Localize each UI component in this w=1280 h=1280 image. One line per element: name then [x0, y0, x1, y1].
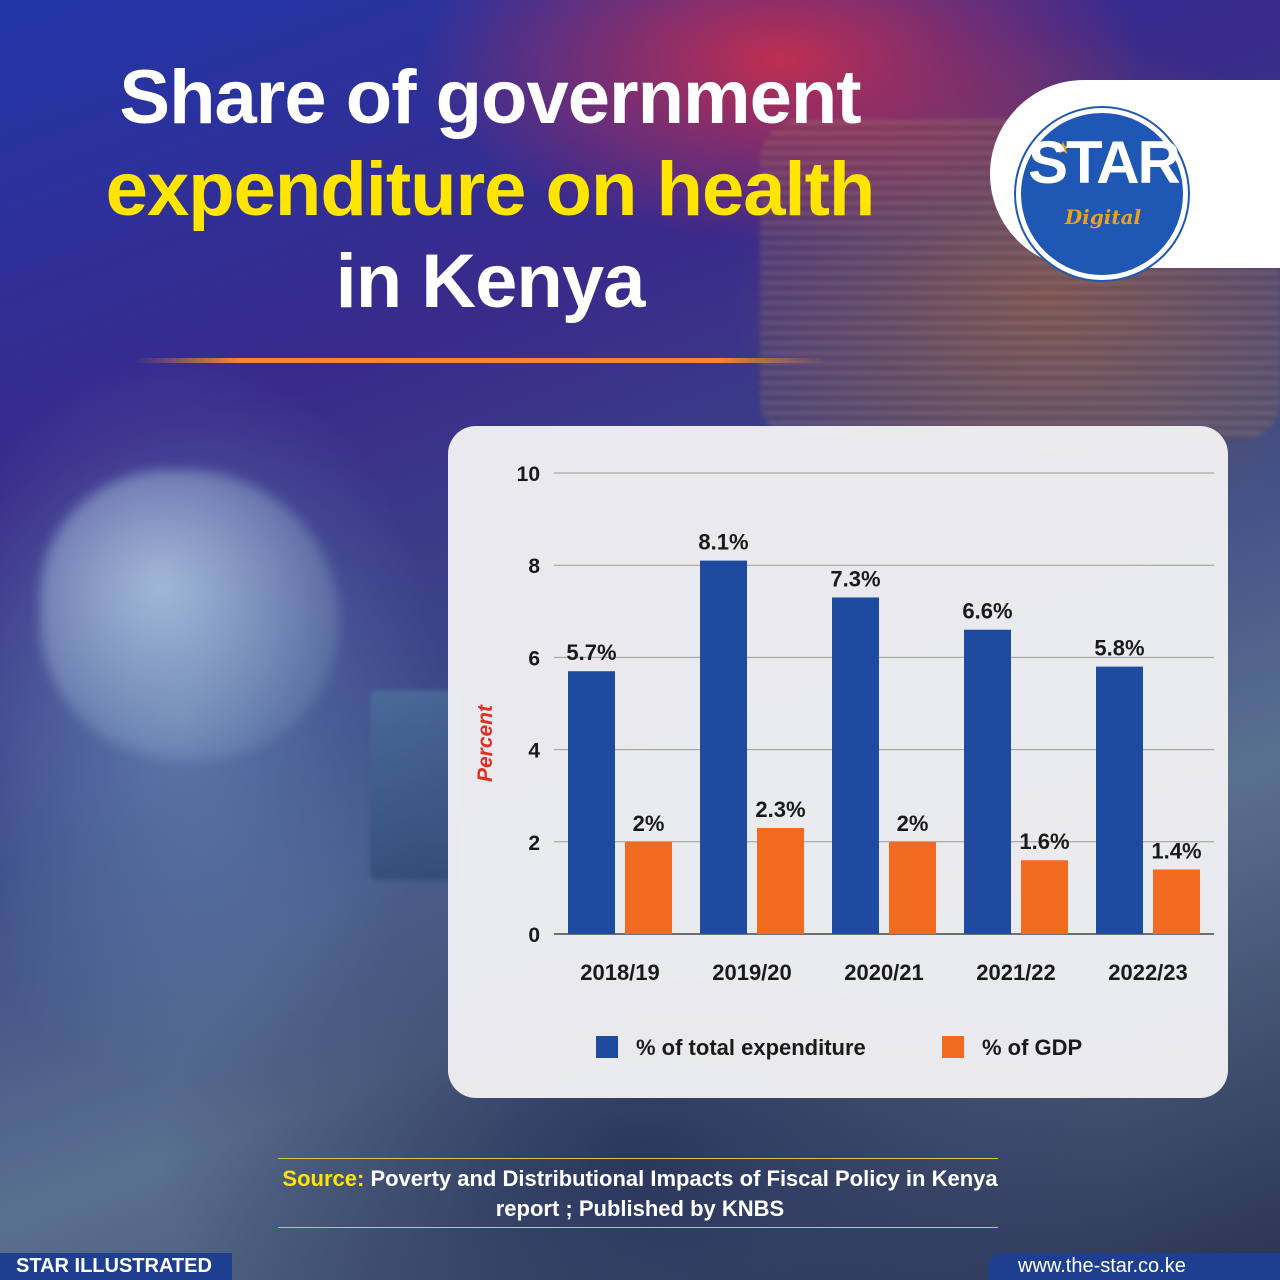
bar-chart: 0 2 4 6 8 10 Percent 5.7% 2% 2018/19 8.1% 2.3% 2019/… — [474, 463, 1214, 1060]
surgeon-mask-image — [40, 470, 340, 760]
source-text: Poverty and Distributional Impacts of Fi… — [370, 1166, 998, 1221]
source-divider-top — [278, 1158, 998, 1159]
bar — [1153, 869, 1200, 934]
source-note: Source: Poverty and Distributional Impac… — [250, 1164, 1030, 1224]
star-logo — [1016, 108, 1188, 280]
source-label: Source: — [282, 1166, 365, 1191]
footer-credit: STAR ILLUSTRATED — [0, 1253, 232, 1280]
y-tick-label: 8 — [528, 555, 540, 578]
bar — [889, 841, 936, 934]
legend-swatch — [942, 1036, 964, 1058]
data-label: 8.1% — [698, 530, 748, 555]
star-icon: ★ — [1055, 138, 1072, 158]
data-label: 1.6% — [1019, 829, 1069, 854]
data-label: 7.3% — [830, 566, 880, 591]
data-label: 2% — [633, 811, 665, 836]
title-divider — [135, 358, 825, 363]
y-tick-label: 0 — [528, 924, 540, 947]
page-title: Share of government expenditure on healt… — [40, 52, 940, 328]
bar — [832, 597, 879, 934]
data-label: 5.8% — [1094, 636, 1144, 661]
title-line-1: Share of government — [119, 55, 861, 140]
data-label: 2.3% — [755, 797, 805, 822]
bar — [1096, 666, 1143, 934]
x-tick-label: 2019/20 — [712, 960, 792, 985]
y-tick-label: 6 — [528, 647, 540, 670]
footer-website-link[interactable]: www.the-star.co.ke — [988, 1253, 1280, 1280]
legend-label: % of GDP — [982, 1035, 1082, 1060]
source-divider-bottom — [278, 1227, 998, 1228]
bar — [568, 671, 615, 934]
data-label: 6.6% — [962, 599, 1012, 624]
logo-subtitle: Digital — [1064, 205, 1142, 229]
bar — [1021, 860, 1068, 934]
legend-label: % of total expenditure — [636, 1035, 866, 1060]
bar — [625, 841, 672, 934]
x-tick-label: 2020/21 — [844, 960, 924, 985]
data-label: 2% — [897, 811, 929, 836]
y-tick-label: 4 — [528, 740, 540, 763]
bar — [757, 827, 804, 934]
x-tick-label: 2022/23 — [1108, 960, 1188, 985]
legend-swatch — [596, 1036, 618, 1058]
chart-card: 0 2 4 6 8 10 Percent 5.7% 2% 2018/19 8.1% 2.3% 2019/… — [448, 426, 1228, 1098]
data-label: 1.4% — [1151, 838, 1201, 863]
bar — [700, 560, 747, 934]
y-axis-label: Percent — [474, 704, 497, 782]
y-tick-label: 2 — [528, 832, 540, 855]
x-tick-label: 2021/22 — [976, 960, 1056, 985]
bar — [964, 629, 1011, 934]
y-tick-label: 10 — [517, 463, 540, 486]
title-line-3: in Kenya — [335, 239, 646, 324]
data-label: 5.7% — [566, 640, 616, 665]
x-tick-label: 2018/19 — [580, 960, 660, 985]
title-line-2: expenditure on health — [105, 147, 876, 232]
logo-name: STAR — [1028, 129, 1181, 196]
monitor-image — [370, 690, 460, 880]
